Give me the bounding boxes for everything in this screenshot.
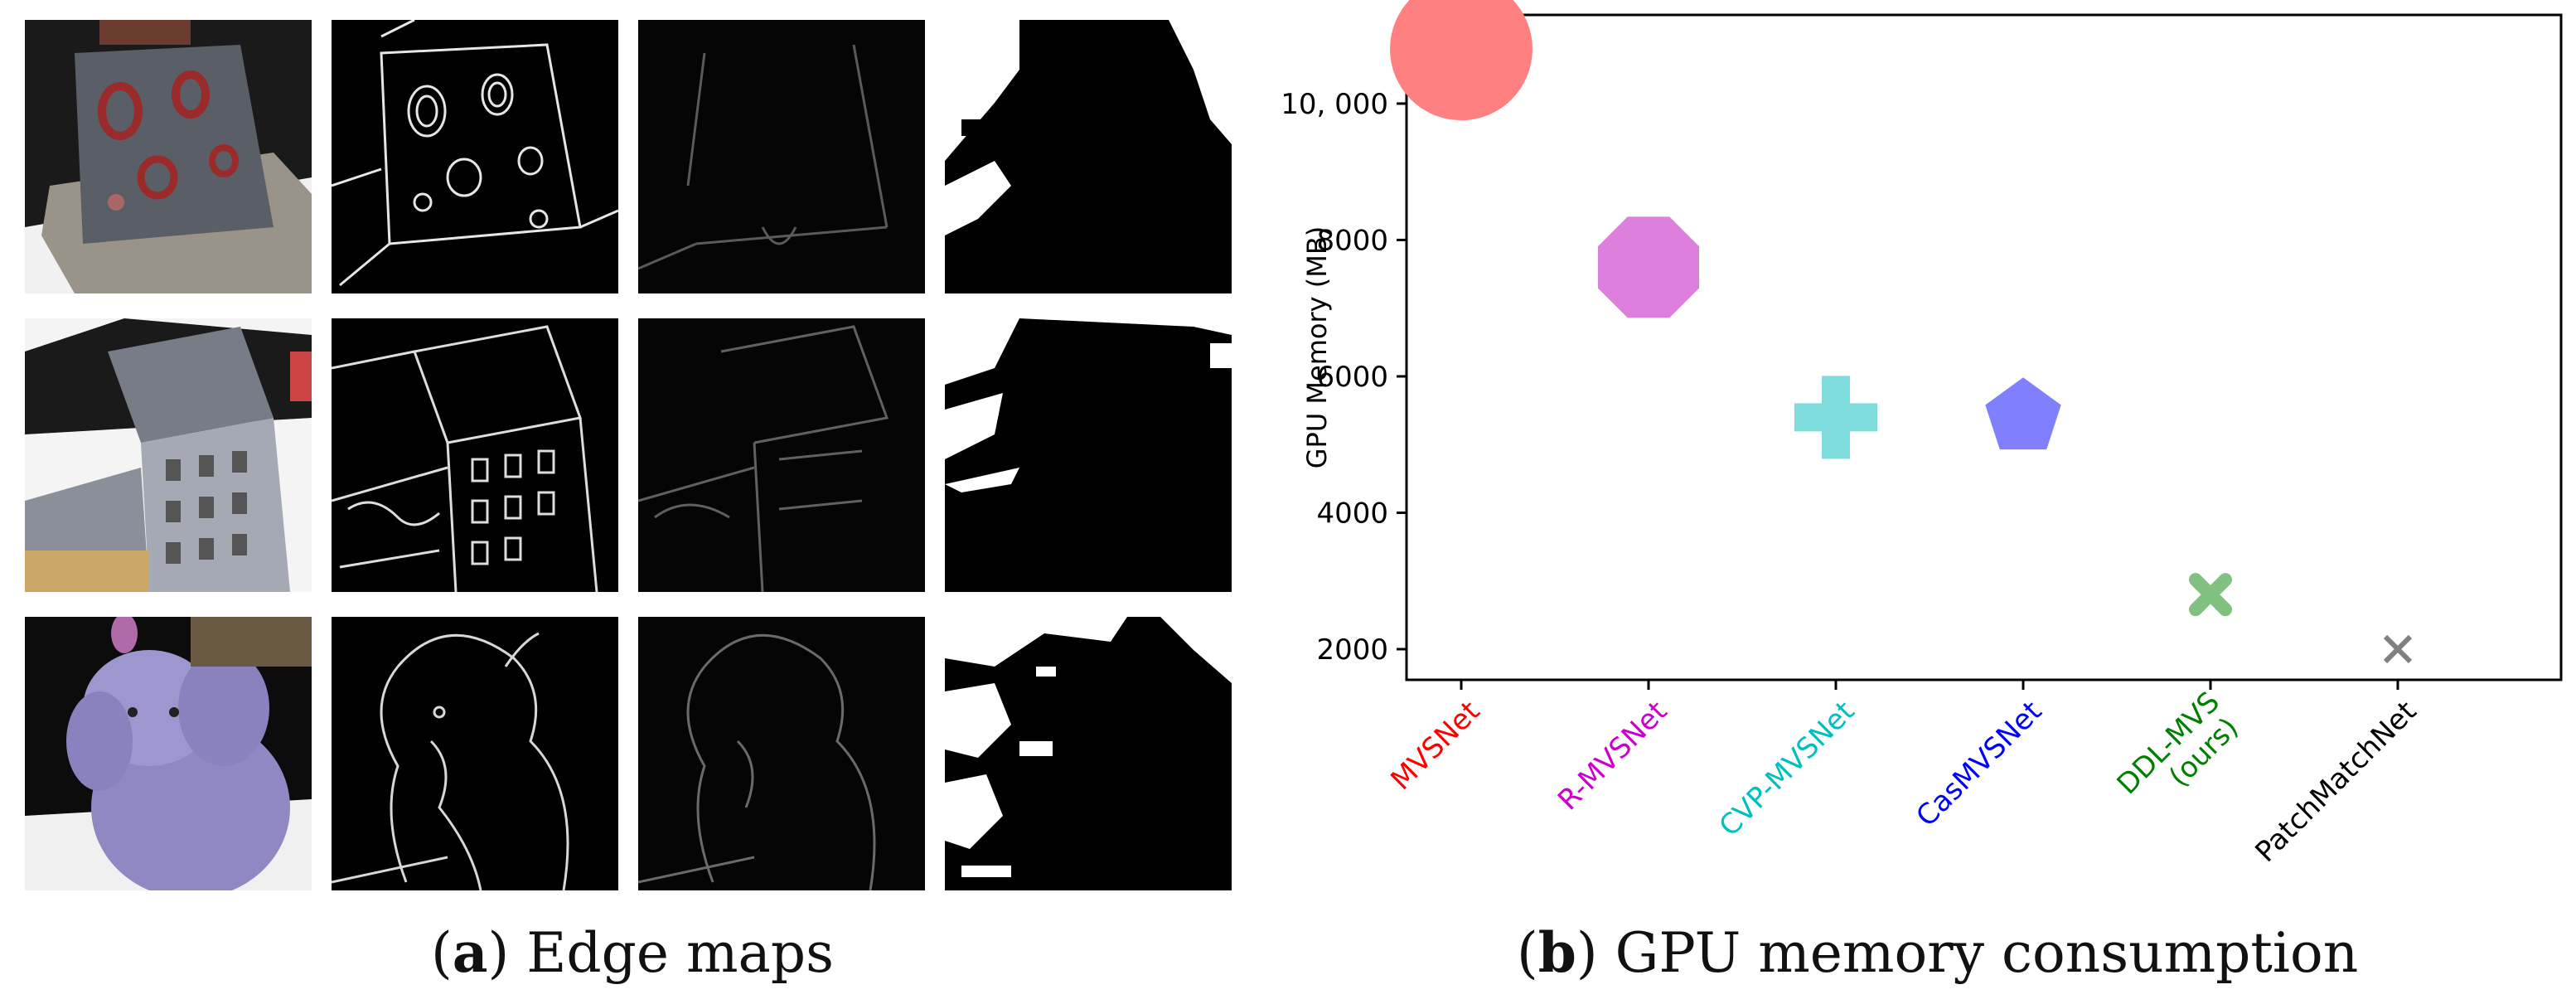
elephant-input-image <box>25 617 312 890</box>
elephant-edge-map <box>332 617 618 890</box>
panel-a-caption: (a) Edge maps <box>431 920 835 985</box>
elephant-edge-map-faint <box>638 617 925 890</box>
elephant-binary-mask <box>945 617 1232 890</box>
kettle-edge-map-graphic <box>332 20 618 293</box>
patchmatchnet-marker <box>2383 634 2413 664</box>
kettle-input-image-graphic <box>25 20 312 293</box>
y-axis-ticks: 2000 4000 6000 8000 10, 000 <box>1281 88 1407 667</box>
y-tick-label: 10, 000 <box>1281 88 1388 121</box>
x-label-r-mvsnet: R-MVSNet <box>1552 695 1673 817</box>
cvp-mvsnet-marker <box>1794 376 1877 459</box>
elephant-edge-map-graphic <box>332 617 618 890</box>
r-mvsnet-marker <box>1598 216 1699 318</box>
building-edge-map-faint-graphic <box>638 318 925 592</box>
building-edge-map-faint <box>638 318 925 592</box>
building-input-image <box>25 318 312 592</box>
building-edge-map-graphic <box>332 318 618 592</box>
y-tick-label: 2000 <box>1316 633 1388 667</box>
ddl-mvs-ours-marker <box>2189 573 2232 617</box>
building-binary-mask <box>945 318 1232 592</box>
building-binary-mask-graphic <box>945 318 1232 592</box>
edge-map-grid <box>25 20 1235 890</box>
gpu-memory-chart: 2000 4000 6000 8000 10, 000 MVSNet R-MVSNet CV… <box>1281 0 2563 869</box>
y-axis-title: GPU Memory (MB) <box>1301 226 1333 469</box>
mvsnet-marker <box>1390 0 1533 121</box>
data-markers <box>1390 0 2413 664</box>
kettle-edge-map <box>332 20 618 293</box>
elephant-input-image-graphic <box>25 617 312 890</box>
x-label-ddl-mvs-ours: DDL-MVS(ours) <box>2111 686 2249 823</box>
y-tick-label: 4000 <box>1316 497 1388 530</box>
panel-a-caption-label: a <box>452 920 488 985</box>
x-label-mvsnet: MVSNet <box>1384 695 1486 797</box>
building-edge-map <box>332 318 618 592</box>
elephant-edge-map-faint-graphic <box>638 617 925 890</box>
kettle-binary-mask <box>945 20 1232 293</box>
x-label-patchmatchnet: PatchMatchNet <box>2249 695 2423 869</box>
y-tick-label: 8000 <box>1316 224 1388 257</box>
kettle-input-image <box>25 20 312 293</box>
panel-b-caption: (b) GPU memory consumption <box>1517 920 2359 985</box>
kettle-edge-map-faint <box>638 20 925 293</box>
panel-b-caption-label: b <box>1537 920 1576 985</box>
elephant-binary-mask-graphic <box>945 617 1232 890</box>
plot-frame <box>1405 13 2563 681</box>
panel-a-caption-text: Edge maps <box>526 921 835 985</box>
panel-b-caption-text: GPU memory consumption <box>1615 921 2359 985</box>
y-tick-label: 6000 <box>1316 361 1388 394</box>
building-input-image-graphic <box>25 318 312 592</box>
x-axis-category-labels: MVSNet R-MVSNet CVP-MVSNet CasMVSNet DDL-MVS… <box>1384 686 2423 869</box>
x-axis-ticks <box>1460 680 2399 690</box>
x-label-cvp-mvsnet: CVP-MVSNet <box>1713 695 1862 843</box>
kettle-binary-mask-graphic <box>945 20 1232 293</box>
kettle-edge-map-faint-graphic <box>638 20 925 293</box>
casmvsnet-marker <box>1985 377 2061 450</box>
x-label-casmvsnet: CasMVSNet <box>1910 695 2048 833</box>
